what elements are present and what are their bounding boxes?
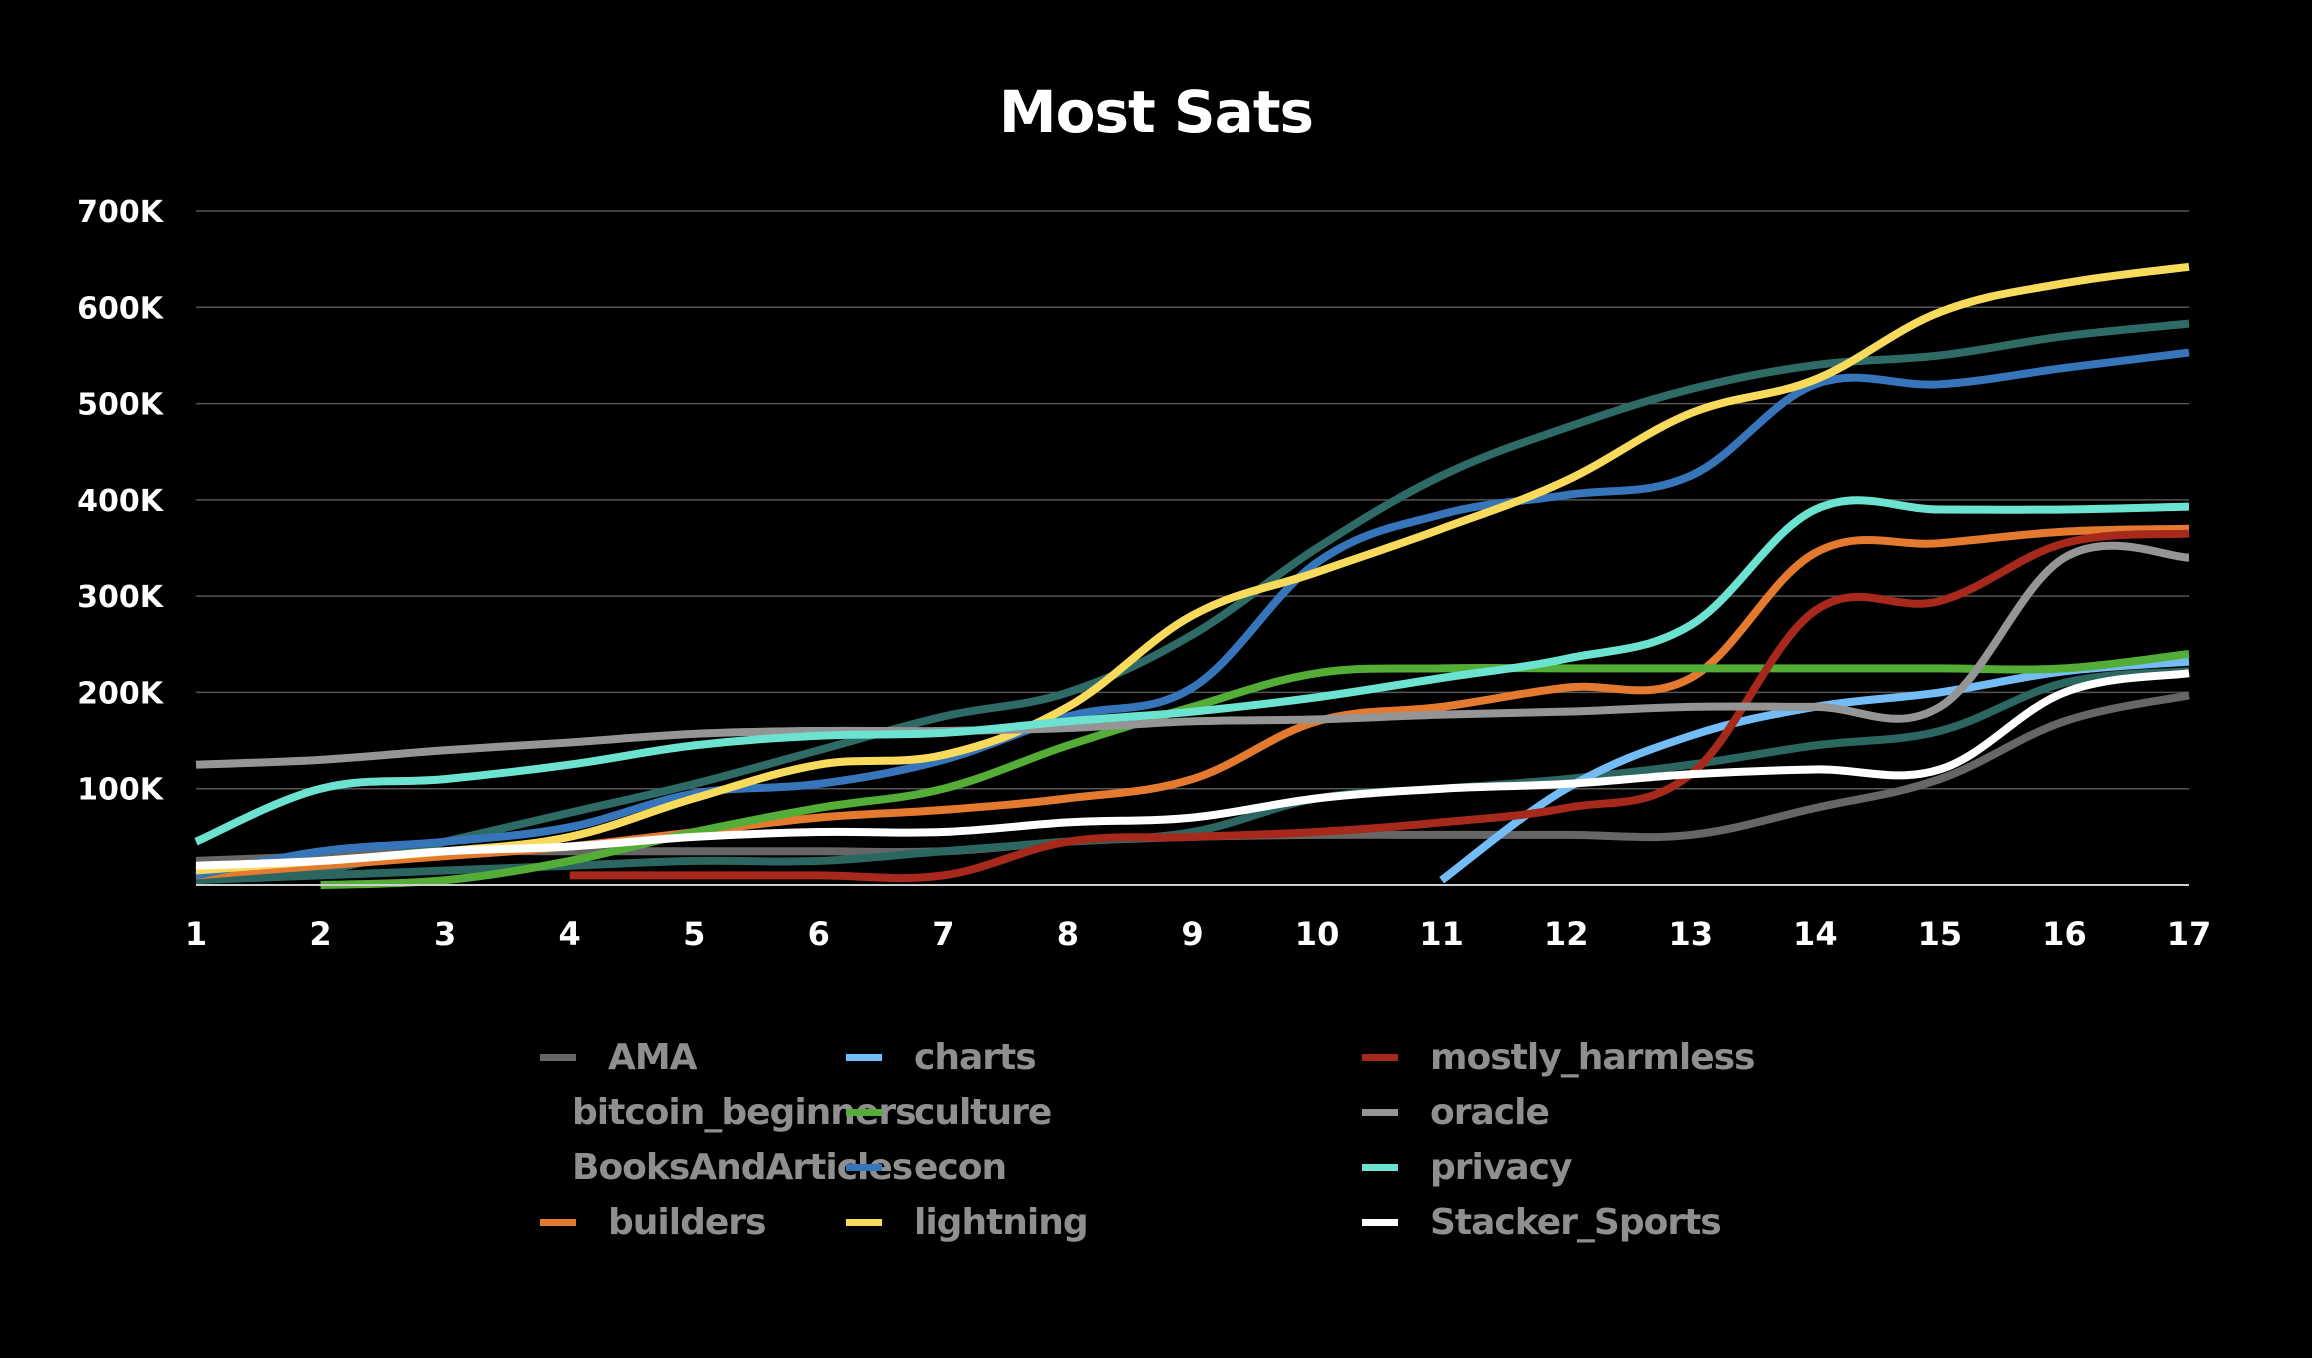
x-tick-label: 10	[1295, 915, 1340, 953]
series-line-mostly-harmless	[569, 529, 2190, 883]
legend-label: builders	[608, 1202, 766, 1243]
legend-swatch	[540, 1219, 576, 1226]
x-tick-label: 14	[1793, 915, 1838, 953]
legend-swatch	[1362, 1109, 1398, 1116]
legend-label: oracle	[1430, 1092, 1550, 1133]
legend: AMA charts mostly_harmless bitcoin_beginner…	[540, 1036, 1782, 1244]
legend-swatch	[1362, 1054, 1398, 1061]
y-tick-label: 400K	[77, 484, 165, 519]
legend-label: lightning	[914, 1202, 1089, 1243]
x-tick-label: 15	[1918, 915, 1963, 953]
y-tick-label: 700K	[77, 195, 165, 230]
series-line-privacy	[194, 496, 2190, 846]
y-tick-label: 500K	[77, 388, 165, 423]
x-tick-label: 6	[808, 915, 830, 953]
series-line-econ	[195, 348, 2190, 880]
x-tick-label: 17	[2167, 915, 2212, 953]
legend-item-culture: culture	[846, 1091, 1362, 1134]
legend-swatch	[846, 1109, 882, 1116]
x-tick-label: 5	[683, 915, 705, 953]
x-tick-label: 16	[2042, 915, 2087, 953]
legend-label: mostly_harmless	[1430, 1037, 1755, 1078]
y-tick-label: 300K	[77, 580, 165, 615]
y-tick-label: 600K	[77, 291, 165, 326]
x-tick-label: 12	[1544, 915, 1589, 953]
y-axis-ticks: 100K 200K 300K 400K 500K 600K 700K	[77, 195, 165, 808]
y-tick-label: 100K	[77, 773, 165, 808]
legend-label: AMA	[608, 1037, 698, 1078]
x-tick-label: 4	[559, 915, 581, 953]
chart-title: Most Sats	[998, 78, 1314, 146]
legend-item-bitcoin-beginners: bitcoin_beginners	[540, 1091, 917, 1134]
legend-item-lightning: lightning	[846, 1201, 1362, 1244]
legend-item-mostly-harmless: mostly_harmless	[1362, 1036, 1782, 1079]
legend-swatch	[540, 1054, 576, 1061]
legend-swatch	[846, 1164, 882, 1171]
series-line-culture	[320, 649, 2190, 889]
series-line-lightning	[195, 262, 2190, 875]
legend-item-privacy: privacy	[1362, 1146, 1782, 1189]
y-tick-label: 200K	[77, 676, 165, 711]
legend-label: econ	[914, 1147, 1007, 1188]
x-tick-label: 9	[1181, 915, 1203, 953]
legend-swatch	[846, 1054, 882, 1061]
x-tick-label: 2	[309, 915, 331, 953]
legend-item-oracle: oracle	[1362, 1091, 1782, 1134]
legend-item-booksandarticles: BooksAndArticles	[540, 1146, 913, 1189]
legend-label: charts	[914, 1037, 1037, 1078]
legend-item-ama: AMA	[540, 1036, 846, 1079]
legend-item-econ: econ	[846, 1146, 1362, 1189]
x-axis-ticks: 1 2 3 4 5 6 7 8 9 10 11 12 13 14 15 16 17	[185, 915, 2211, 953]
series-lines	[194, 262, 2190, 889]
legend-label: Stacker_Sports	[1430, 1202, 1722, 1243]
legend-label: culture	[914, 1092, 1052, 1133]
x-tick-label: 7	[932, 915, 954, 953]
legend-item-stacker-sports: Stacker_Sports	[1362, 1201, 1782, 1244]
gridlines	[196, 210, 2189, 790]
legend-label: privacy	[1430, 1147, 1572, 1188]
x-tick-label: 3	[434, 915, 456, 953]
series-line-builders	[195, 524, 2190, 880]
series-line-stacker-sports	[195, 669, 2190, 870]
x-tick-label: 8	[1057, 915, 1079, 953]
legend-swatch	[1362, 1219, 1398, 1226]
x-tick-label: 1	[185, 915, 207, 953]
legend-item-builders: builders	[540, 1201, 846, 1244]
series-line-oracle	[195, 541, 2190, 769]
legend-swatch	[846, 1219, 882, 1226]
x-tick-label: 11	[1419, 915, 1464, 953]
legend-item-charts: charts	[846, 1036, 1362, 1079]
legend-swatch	[1362, 1164, 1398, 1171]
x-tick-label: 13	[1668, 915, 1713, 953]
